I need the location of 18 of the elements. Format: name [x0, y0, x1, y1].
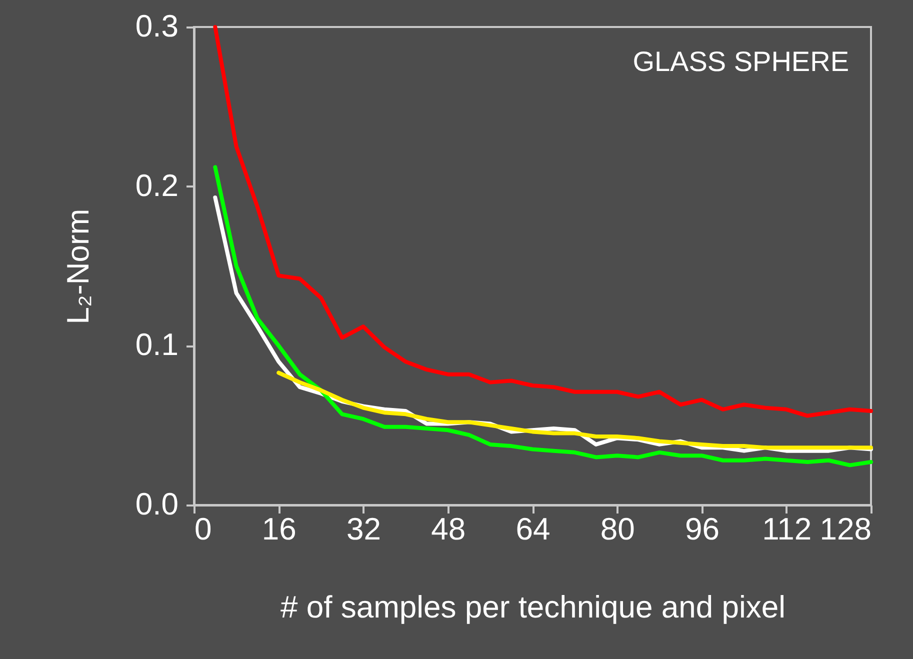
y-tick-label: 0.3 — [135, 8, 178, 44]
x-tick-label: 112 — [762, 512, 812, 546]
y-tick-label: 0.1 — [135, 327, 178, 362]
y-axis-title: L₂-Norm — [60, 208, 96, 324]
line-series — [276, 370, 873, 450]
x-tick-label: 0 — [194, 512, 212, 546]
x-tick-label: 16 — [262, 512, 296, 546]
x-tick-label: 96 — [685, 512, 720, 546]
x-axis-title: # of samples per technique and pixel — [280, 590, 786, 624]
x-tick-label: 32 — [346, 512, 381, 546]
annotation: GLASS SPHERE — [632, 46, 849, 77]
x-tick-label: 128 — [820, 512, 872, 546]
x-tick-label: 48 — [431, 512, 466, 546]
y-tick-label: 0.2 — [135, 168, 178, 203]
x-tick-label: 80 — [600, 512, 635, 546]
y-tick-label: 0.0 — [135, 486, 178, 522]
x-tick-label: 64 — [516, 512, 550, 546]
line-series — [213, 25, 873, 418]
